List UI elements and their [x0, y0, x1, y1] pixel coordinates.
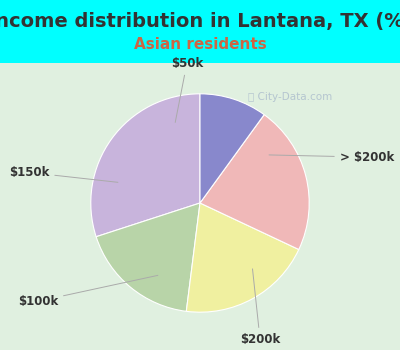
Text: $200k: $200k — [240, 269, 280, 346]
Text: $50k: $50k — [171, 57, 203, 122]
Wedge shape — [200, 115, 309, 250]
Wedge shape — [200, 94, 264, 203]
Wedge shape — [96, 203, 200, 312]
Text: $150k: $150k — [9, 166, 118, 182]
Text: Asian residents: Asian residents — [134, 37, 266, 52]
Wedge shape — [91, 94, 200, 237]
Text: > $200k: > $200k — [269, 150, 394, 164]
Text: $100k: $100k — [18, 275, 158, 308]
FancyBboxPatch shape — [0, 60, 400, 350]
Wedge shape — [186, 203, 299, 312]
Text: Income distribution in Lantana, TX (%): Income distribution in Lantana, TX (%) — [0, 12, 400, 31]
Text: ⓘ City-Data.com: ⓘ City-Data.com — [248, 92, 332, 102]
